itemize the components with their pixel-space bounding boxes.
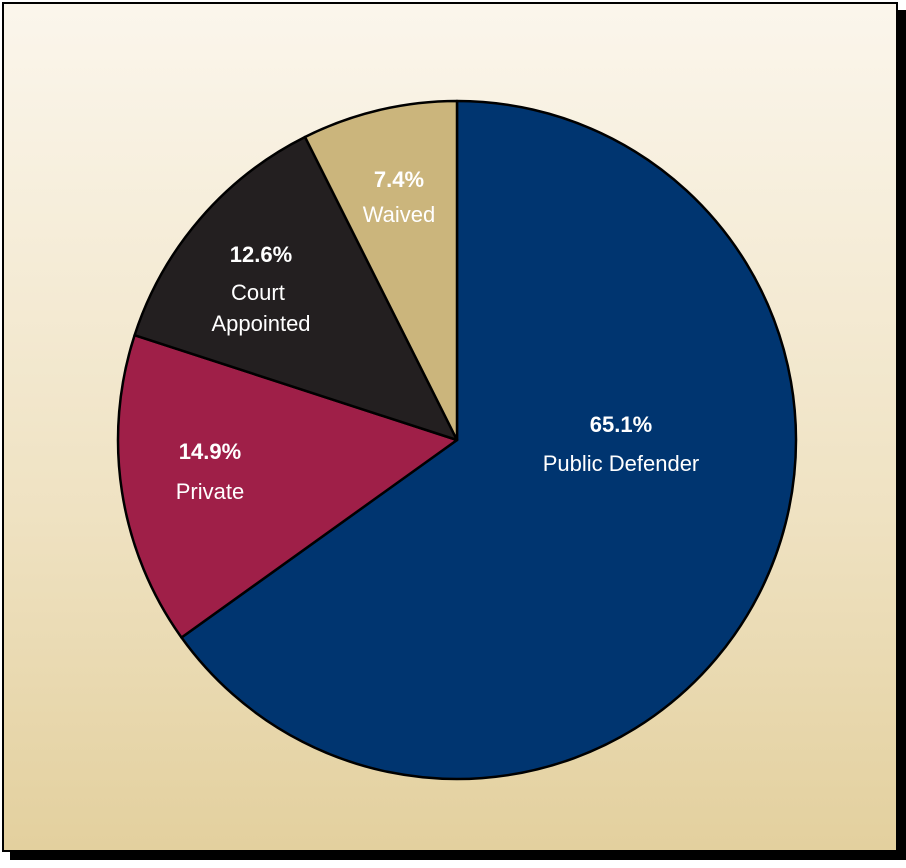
pie-slice-private: [116, 333, 459, 639]
pie-slice-court-appointed: [133, 135, 459, 442]
slice-label-public-defender-name: Public Defender: [543, 451, 700, 476]
slice-label-waived-percent: 7.4%: [374, 167, 424, 192]
slice-label-court-appointed-name-line2: Appointed: [211, 311, 310, 336]
slice-label-court-appointed-name: Court Appointed: [211, 280, 310, 336]
slice-label-court-appointed-name-line1: Court: [231, 280, 285, 305]
pie-slice-public-defender: [180, 99, 798, 781]
pie-slice-waived: [303, 99, 459, 442]
slice-label-public-defender-percent: 65.1%: [590, 412, 652, 437]
pie-labels: 65.1% Public Defender 14.9% Private 12.6…: [176, 167, 700, 504]
pie-slices: [116, 99, 798, 781]
slice-label-private-percent: 14.9%: [179, 439, 241, 464]
slice-label-court-appointed-percent: 12.6%: [230, 242, 292, 267]
slice-label-private-name: Private: [176, 479, 244, 504]
slice-label-waived-name: Waived: [363, 202, 436, 227]
